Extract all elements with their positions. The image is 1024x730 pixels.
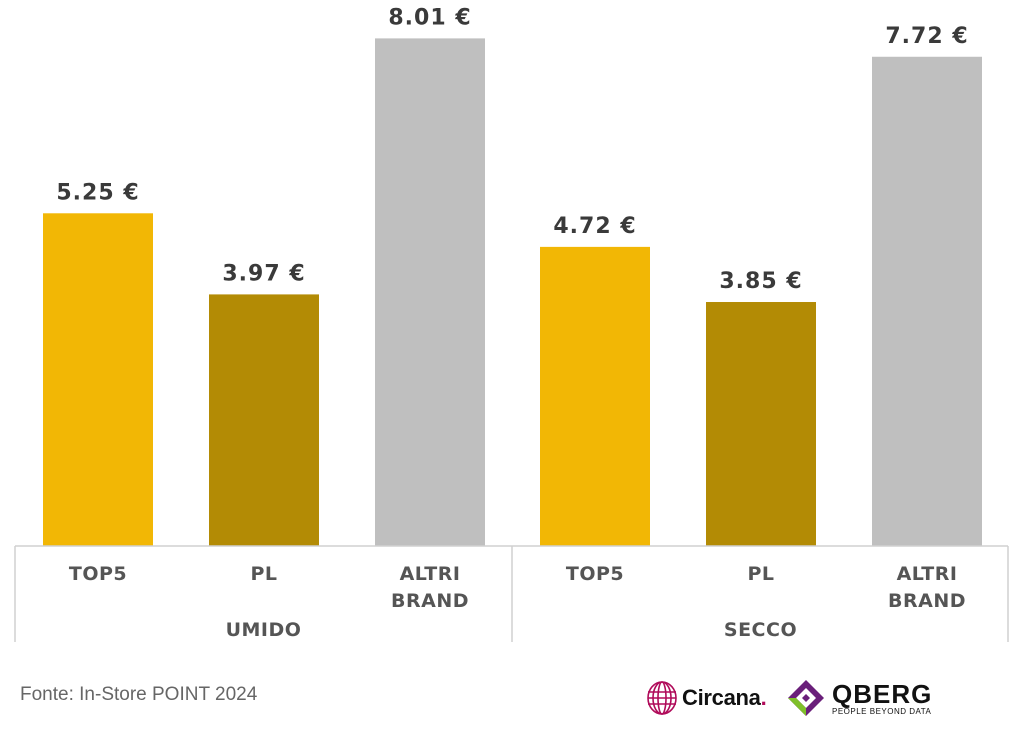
bar (540, 246, 650, 546)
bars-layer (43, 38, 982, 547)
axis-layer (14, 545, 1009, 642)
category-tick-label: BRAND (391, 590, 469, 612)
labels-layer: 5.25 € TOP5 3.97 € PL 8.01 € ALTRI BRAND UMIDO 4… (56, 5, 968, 641)
group-label: SECCO (724, 619, 797, 641)
data-label: 4.72 € (553, 214, 636, 239)
category-tick-label: PL (250, 563, 277, 585)
circana-logo: Circana. (646, 680, 767, 716)
bar (872, 56, 982, 547)
circana-wordmark: Circana. (682, 685, 767, 710)
category-tick-label: ALTRI (400, 563, 461, 585)
bar (375, 38, 485, 546)
qberg-wordmark: QBERG (832, 678, 933, 709)
category-tick-label: TOP5 (69, 563, 127, 585)
circana-globe-icon (647, 681, 677, 715)
bar (209, 294, 319, 546)
data-label: 8.01 € (388, 5, 471, 30)
bar-chart: 5.25 € TOP5 3.97 € PL 8.01 € ALTRI BRAND UMIDO 4… (14, 5, 1009, 642)
source-note: Fonte: In-Store POINT 2024 (20, 684, 258, 705)
category-tick-label: BRAND (888, 590, 966, 612)
category-tick-label: PL (747, 563, 774, 585)
data-label: 3.97 € (222, 261, 305, 286)
group-label: UMIDO (226, 619, 302, 641)
data-label: 5.25 € (56, 180, 139, 205)
qberg-diamond-icon (788, 680, 824, 716)
category-tick-label: ALTRI (897, 563, 958, 585)
bar (706, 302, 816, 546)
data-label: 3.85 € (719, 269, 802, 294)
qberg-logo: QBERG PEOPLE BEYOND DATA (786, 676, 932, 720)
bar (43, 213, 153, 546)
qberg-tagline: PEOPLE BEYOND DATA (832, 706, 932, 716)
data-label: 7.72 € (885, 24, 968, 49)
category-tick-label: TOP5 (566, 563, 624, 585)
